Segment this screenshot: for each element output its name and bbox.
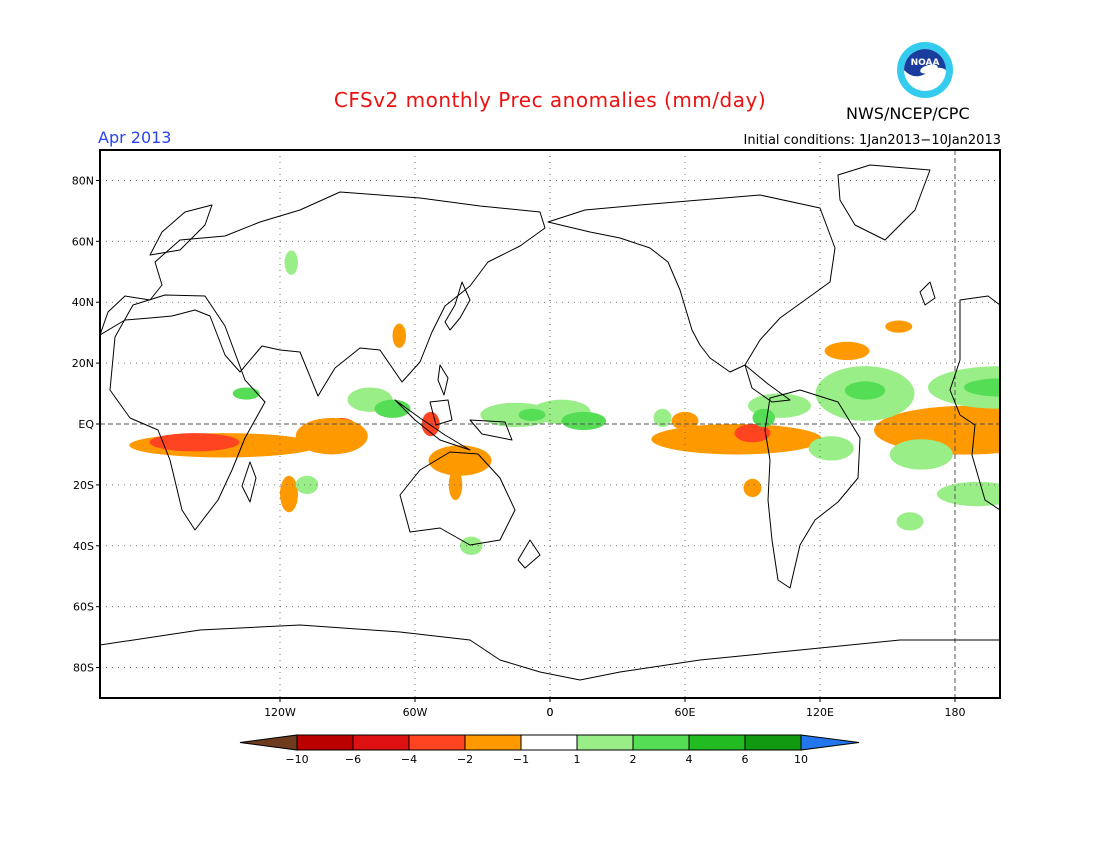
anomaly-region	[824, 341, 870, 361]
anomaly-region	[743, 478, 762, 498]
anomaly-region	[232, 387, 260, 400]
colorbar-label: −2	[457, 753, 473, 766]
coast-japan	[444, 281, 471, 331]
lat-tick-label: 80S	[73, 662, 94, 675]
lat-tick-label: EQ	[78, 418, 94, 431]
anomaly-region	[374, 399, 411, 418]
anomaly-region	[964, 378, 1000, 397]
lat-tick-label: 20N	[72, 357, 94, 370]
colorbar-bin	[296, 734, 354, 751]
anomaly-region	[284, 250, 298, 275]
coast-central-america	[744, 364, 791, 403]
coast-philippines	[437, 364, 449, 396]
lon-tick-label: 180	[945, 706, 966, 719]
anomaly-region	[844, 381, 886, 400]
anomaly-region	[295, 475, 319, 495]
colorbar-bin	[688, 734, 746, 751]
anomaly-region	[653, 408, 672, 428]
axis-ticks: 80N 60N 40N 20N EQ 20S 40S 60S 80S 0 60E 120E 180 120…	[72, 174, 966, 719]
coast-africa	[109, 294, 266, 531]
anomaly-region	[734, 424, 771, 443]
colorbar-high-arrow	[800, 734, 860, 751]
colorbar-bin	[408, 734, 466, 751]
anomaly-region	[428, 445, 492, 476]
lon-tick-label: 0	[547, 706, 554, 719]
agency-label: NWS/NCEP/CPC	[846, 104, 970, 123]
coast-madagascar	[241, 461, 257, 503]
coast-west-africa-edge	[949, 295, 1000, 511]
lon-tick-label: 60E	[675, 706, 696, 719]
map-title: CFSv2 monthly Prec anomalies (mm/day)	[333, 88, 767, 112]
lon-tick-label: 60W	[403, 706, 428, 719]
anomaly-region	[651, 424, 823, 455]
lon-tick-label: 0	[547, 706, 554, 719]
anomaly-region	[149, 433, 240, 452]
colorbar-bin	[520, 734, 578, 751]
lat-tick-label: 40N	[72, 296, 94, 309]
coastlines	[100, 164, 1000, 698]
coast-new-zealand	[517, 539, 541, 569]
coast-antarctica	[100, 624, 1000, 698]
colorbar-label: 2	[630, 753, 637, 766]
coast-indonesia	[394, 399, 471, 451]
initial-conditions: Initial conditions: 1Jan2013−10Jan2013	[743, 133, 1001, 148]
anomaly-region	[480, 402, 553, 428]
lat-tick-label: 20S	[73, 479, 94, 492]
colorbar-label: −10	[285, 753, 308, 766]
anomaly-region	[896, 512, 924, 531]
colorbar-label: −4	[401, 753, 417, 766]
anomaly-region	[808, 436, 854, 461]
anomaly-region	[448, 469, 463, 501]
colorbar-label: −1	[513, 753, 529, 766]
anomaly-layer	[129, 250, 1000, 555]
anomaly-region	[885, 320, 913, 333]
lat-tick-label: 60N	[72, 235, 94, 248]
logo-text: NOAA	[911, 58, 940, 68]
coast-new-guinea	[469, 419, 513, 441]
forecast-month: Apr 2013	[98, 128, 172, 147]
coast-south-america	[764, 389, 861, 589]
anomaly-region	[889, 439, 953, 470]
anomaly-region	[295, 417, 368, 455]
colorbar-label: 4	[686, 753, 693, 766]
colorbar-bin	[744, 734, 802, 751]
anomaly-region	[937, 481, 1000, 507]
coast-borneo	[429, 399, 453, 426]
lon-tick-label: 120E	[806, 706, 834, 719]
coast-north-america	[547, 194, 836, 373]
lon-tick-label: 120W	[264, 706, 296, 719]
colorbar-bin	[632, 734, 690, 751]
noaa-logo: NOAA	[897, 42, 953, 98]
colorbar: −10 −6 −4 −2 −1 1 2 4 6 10	[239, 734, 860, 766]
coast-greenland	[837, 164, 931, 241]
colorbar-bin	[576, 734, 634, 751]
colorbar-bin	[464, 734, 522, 751]
coast-scandinavia	[149, 204, 213, 256]
anomaly-region	[392, 323, 406, 348]
coast-uk	[919, 281, 936, 306]
colorbar-label: 1	[574, 753, 581, 766]
colorbar-bin	[352, 734, 410, 751]
colorbar-low-arrow	[239, 734, 298, 751]
lat-tick-label: 80N	[72, 174, 94, 187]
colorbar-label: −6	[345, 753, 361, 766]
anomaly-region	[752, 408, 775, 428]
anomaly-region	[518, 408, 546, 421]
anomaly-region	[460, 536, 483, 555]
graticule	[100, 150, 1000, 698]
colorbar-label: 6	[742, 753, 749, 766]
coast-europe-asia	[100, 191, 546, 397]
anomaly-region	[280, 475, 298, 513]
coast-australia	[399, 451, 516, 546]
lat-tick-label: 60S	[73, 601, 94, 614]
anomaly-region	[561, 411, 607, 431]
lat-tick-label: 40S	[73, 540, 94, 553]
colorbar-label: 10	[794, 753, 808, 766]
